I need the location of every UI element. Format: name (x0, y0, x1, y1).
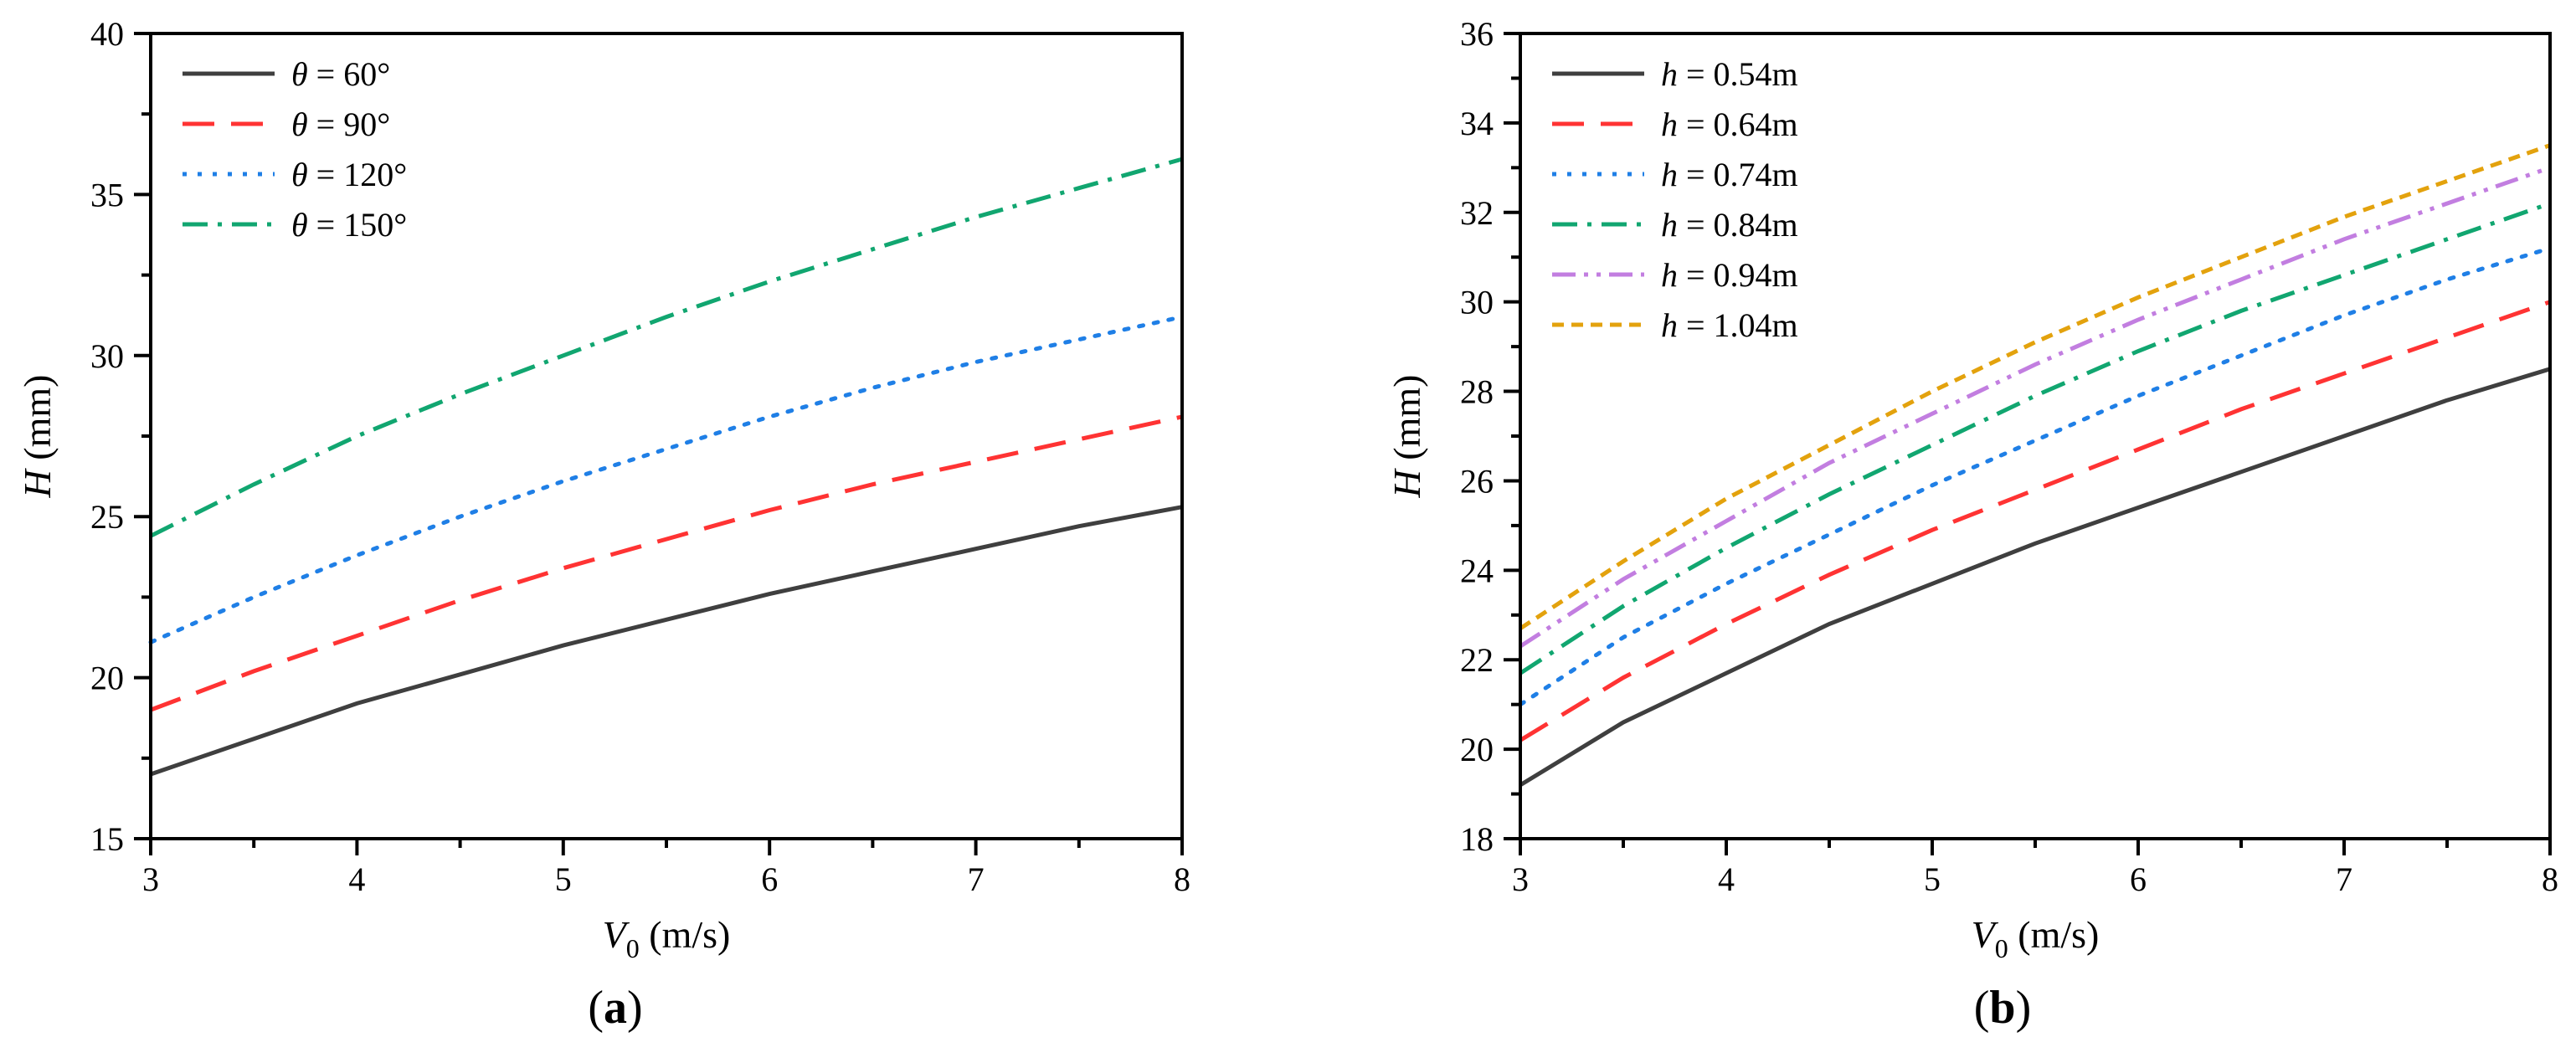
panel-b-x-axis-label: V0 (m/s) (1972, 913, 2100, 963)
panel-b-plot-frame (1519, 32, 2552, 840)
panel-b-y-tick-label: 18 (1460, 820, 1494, 858)
panel-b-x-tick-label: 5 (1924, 860, 1941, 898)
panel-a-y-tick-label: 30 (90, 337, 124, 375)
panel-a: 3 4 5 6 7 8 15 20 25 30 35 40 V0 (m/s) H (mm) θ = 60° θ… (16, 15, 1190, 1034)
panel-a-y-tick-label: 35 (90, 176, 124, 213)
panel-b-series-line-5 (1519, 165, 2551, 649)
panel-a-legend-label-2: θ = 90° (291, 105, 390, 143)
panel-b-series-line-6 (1519, 143, 2551, 630)
panel-a-x-tick-label: 4 (348, 860, 365, 898)
panel-b-legend-label-3: h = 0.74m (1661, 156, 1798, 193)
panel-a-x-tick-label: 7 (968, 860, 985, 898)
panel-a-x-tick-label: 6 (761, 860, 778, 898)
panel-a-y-tick-label: 15 (90, 820, 124, 858)
panel-a-x-tick-label: 5 (555, 860, 572, 898)
panel-b-legend-label-1: h = 0.54m (1661, 55, 1798, 93)
panel-b-y-tick-label: 24 (1460, 552, 1494, 589)
panel-a-y-axis-label: H (mm) (16, 375, 59, 499)
panel-b-y-axis-label: H (mm) (1386, 375, 1428, 499)
panel-b-series-line-3 (1518, 246, 2553, 707)
panel-b-label: (b) (1974, 982, 2031, 1034)
panel-b-x-tick-label: 8 (2542, 860, 2558, 898)
panel-b-y-tick-label: 30 (1460, 284, 1494, 321)
panel-a-plot-frame (149, 32, 1184, 840)
panel-b-y-tick-label: 34 (1460, 105, 1494, 142)
panel-b-y-tick-label: 28 (1460, 373, 1494, 411)
panel-b-y-tick-label: 20 (1460, 731, 1494, 768)
panel-b-legend-label-6: h = 1.04m (1661, 306, 1798, 344)
panel-b-x-tick-label: 6 (2130, 860, 2147, 898)
panel-a-x-axis-label: V0 (m/s) (603, 913, 731, 963)
panel-b-x-tick-label: 7 (2336, 860, 2352, 898)
panel-a-y-tick-label: 25 (90, 498, 124, 536)
panel-a-series-line-1 (150, 505, 1183, 777)
panel-a-legend-label-1: θ = 60° (291, 55, 390, 93)
panel-b-legend-label-2: h = 0.64m (1661, 105, 1798, 143)
panel-b-y-tick-label: 32 (1460, 194, 1494, 232)
panel-a-label: (a) (588, 982, 642, 1034)
panel-b-x-tick-label: 4 (1718, 860, 1735, 898)
panel-a-y-tick-label: 40 (90, 15, 124, 53)
panel-a-legend-label-3: θ = 120° (291, 156, 407, 193)
panel-a-legend-label-4: θ = 150° (291, 206, 407, 244)
panel-b-series-line-4 (1519, 201, 2551, 675)
panel-a-series-line-4 (149, 157, 1183, 538)
panel-b-series-line-2 (1519, 300, 2551, 742)
panel-b-x-tick-label: 3 (1512, 860, 1529, 898)
panel-a-series-line-2 (150, 414, 1183, 712)
panel-b-y-tick-label: 36 (1460, 15, 1494, 53)
panel-b-y-tick-label: 22 (1460, 641, 1494, 679)
panel-a-y-tick-label: 20 (90, 660, 124, 697)
panel-a-x-tick-label: 8 (1174, 860, 1190, 898)
panel-a-x-tick-label: 3 (142, 860, 159, 898)
panel-b-series-line-1 (1519, 367, 2551, 788)
panel-a-series-line-3 (148, 315, 1185, 644)
panel-b-y-tick-label: 26 (1460, 462, 1494, 500)
panel-b-legend-label-4: h = 0.84m (1661, 206, 1798, 244)
panel-b-legend-label-5: h = 0.94m (1661, 256, 1798, 294)
